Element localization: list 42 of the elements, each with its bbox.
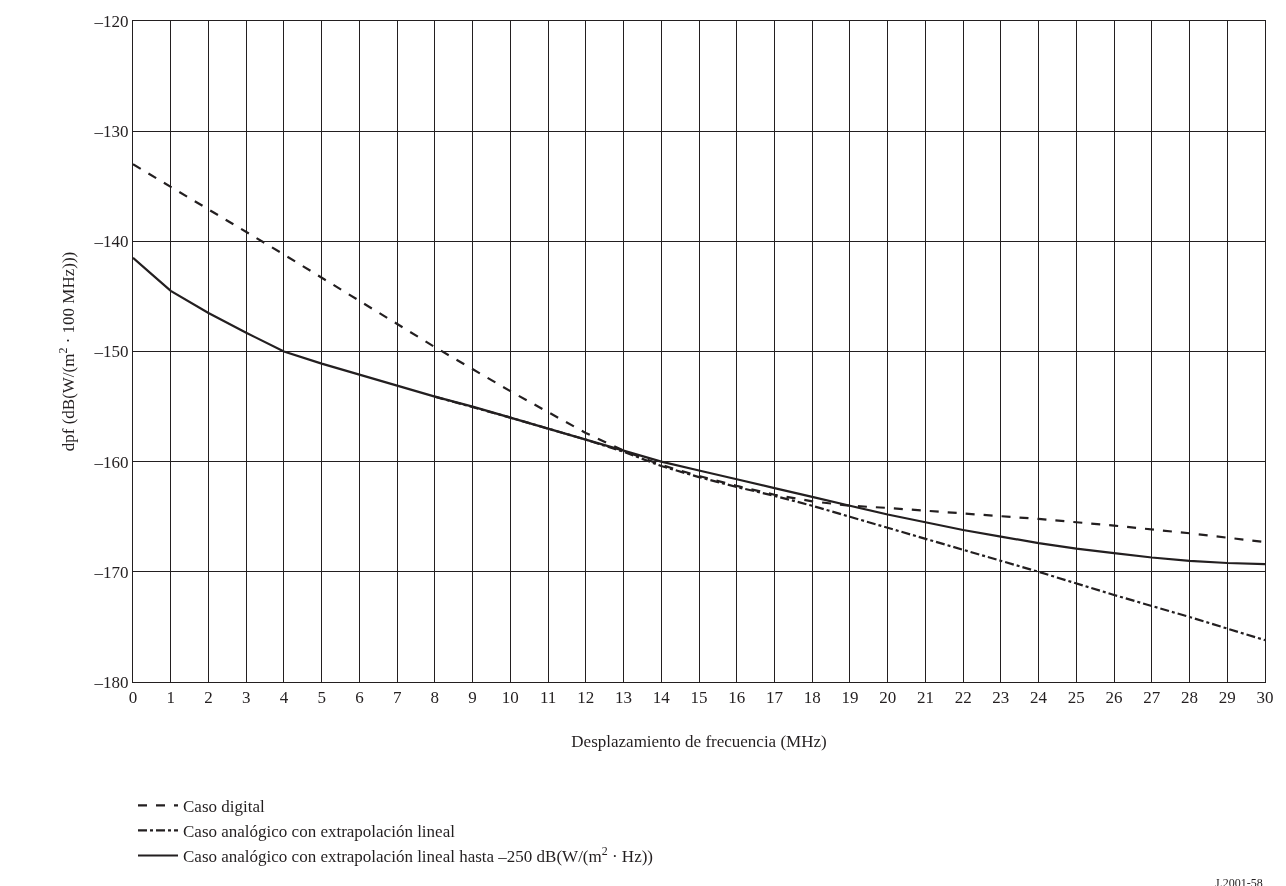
x-tick-label: 9 [468, 688, 477, 708]
legend-label: Caso digital [183, 796, 265, 816]
y-tick-label: –170 [93, 562, 129, 582]
y-tick-label: –150 [93, 342, 129, 362]
x-tick-label: 6 [355, 688, 364, 708]
y-tick-label: –160 [93, 452, 129, 472]
y-tick-label: –120 [93, 11, 129, 31]
x-tick-label: 24 [1030, 688, 1048, 708]
x-tick-label: 27 [1143, 688, 1161, 708]
x-tick-label: 5 [317, 688, 326, 708]
x-tick-label: 12 [577, 688, 595, 708]
x-tick-label: 26 [1105, 688, 1123, 708]
x-tick-label: 13 [615, 688, 633, 708]
x-tick-label: 0 [128, 688, 138, 708]
x-axis-title: Desplazamiento de frecuencia (MHz) [571, 731, 827, 751]
x-tick-label: 16 [728, 688, 746, 708]
x-tick-label: 10 [501, 688, 519, 708]
y-tick-label: –140 [93, 232, 129, 252]
x-tick-label: 4 [279, 688, 289, 708]
legend-label: Caso analógico con extrapolación lineal [183, 822, 456, 842]
x-tick-label: 1 [166, 688, 175, 708]
x-tick-label: 25 [1067, 688, 1085, 708]
x-tick-label: 18 [803, 688, 821, 708]
x-tick-label: 15 [690, 688, 708, 708]
x-tick-label: 22 [954, 688, 972, 708]
x-tick-label: 11 [539, 688, 557, 708]
legend-label: Caso analógico con extrapolación lineal hasta –250 dB(W/(m$^{2}$ · Hz)) [183, 844, 653, 867]
y-tick-label: –180 [93, 672, 129, 692]
x-tick-label: 3 [241, 688, 251, 708]
x-tick-label: 30 [1256, 688, 1274, 708]
x-tick-label: 23 [992, 688, 1010, 708]
x-tick-label: 7 [392, 688, 402, 708]
x-tick-label: 17 [765, 688, 784, 708]
x-tick-label: 28 [1181, 688, 1199, 708]
x-tick-label: 21 [916, 688, 934, 708]
x-tick-label: 2 [204, 688, 213, 708]
x-tick-label: 19 [841, 688, 859, 708]
x-tick-label: 8 [430, 688, 440, 708]
x-tick-label: 14 [652, 688, 671, 708]
x-tick-label: 29 [1218, 688, 1236, 708]
x-tick-label: 20 [879, 688, 897, 708]
y-tick-label: –130 [93, 122, 129, 142]
